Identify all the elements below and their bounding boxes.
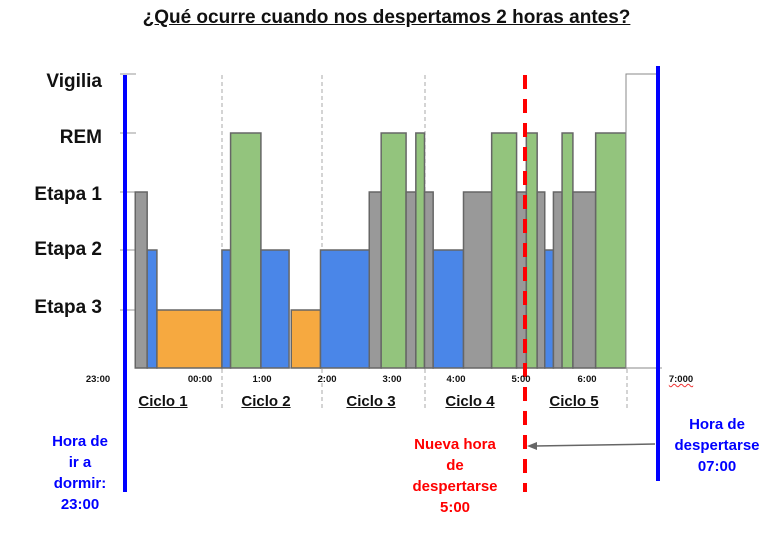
annotation-line: de (446, 457, 464, 474)
chart-title: ¿Qué ocurre cuando nos despertamos 2 hor… (142, 7, 631, 28)
segment-etapa-2 (319, 249, 370, 369)
arrow-line (534, 443, 656, 447)
stage-label-etapa1: Etapa 1 (34, 184, 102, 205)
segment-etapa-1 (423, 191, 434, 369)
annotation-line: Nueva hora (414, 436, 496, 453)
cycle-label: Ciclo 2 (241, 393, 291, 410)
annotation-line: despertarse (674, 437, 760, 454)
segment-etapa-2 (260, 249, 290, 369)
segment-rem (594, 132, 627, 369)
arrow-head-icon (527, 442, 537, 450)
stage-label-etapa2: Etapa 2 (34, 239, 102, 260)
cycle-label: Ciclo 1 (138, 393, 188, 410)
annotation-line: 23:00 (60, 496, 100, 513)
segment-rem (380, 132, 407, 369)
x-tick-label: 1:00 (252, 374, 272, 385)
wake-annotation: Hora de despertarse 07:00 (667, 414, 767, 477)
segment-etapa-2 (146, 249, 158, 369)
x-tick-label: 2:00 (317, 374, 337, 385)
x-tick-label: 7:000 (668, 374, 694, 385)
segment-etapa-1 (536, 191, 546, 369)
annotation-line: 5:00 (439, 499, 471, 516)
segment-etapa-1 (405, 191, 417, 369)
stage-label-etapa3: Etapa 3 (34, 297, 102, 318)
annotation-line: despertarse (412, 478, 498, 495)
stage-label-vigilia: Vigilia (46, 71, 102, 92)
x-tick-label: 6:00 (577, 374, 597, 385)
bedtime-annotation: Hora de ir a dormir: 23:00 (35, 431, 125, 515)
segment-etapa-2 (221, 249, 232, 369)
segment-etapa-2 (544, 249, 555, 369)
segment-rem (490, 132, 518, 369)
stage-label-rem: REM (59, 127, 102, 148)
segment-rem (525, 132, 538, 369)
annotation-line: 07:00 (697, 458, 737, 475)
segment-rem (561, 132, 574, 369)
cycle-label: Ciclo 5 (549, 393, 599, 410)
annotation-line: dormir: (53, 475, 107, 492)
annotation-line: ir a (68, 454, 92, 471)
cycle-label: Ciclo 3 (346, 393, 396, 410)
segment-vigilia (625, 73, 658, 369)
segment-etapa-1 (552, 191, 563, 369)
annotation-line: Hora de (689, 416, 745, 433)
segment-etapa-1 (368, 191, 382, 369)
segment-rem (415, 132, 426, 369)
segment-etapa-3 (290, 309, 322, 369)
x-tick-label: 3:00 (382, 374, 402, 385)
segment-etapa-1 (572, 191, 597, 369)
new-wake-annotation: Nueva hora de despertarse 5:00 (405, 434, 505, 518)
annotation-line: Hora de (52, 433, 108, 450)
x-tick-label: 23:00 (85, 374, 111, 385)
segment-etapa-1 (134, 191, 148, 369)
x-tick-label: 5:00 (511, 374, 531, 385)
segment-etapa-1 (462, 191, 493, 369)
x-tick-label: 4:00 (446, 374, 466, 385)
segment-etapa-3 (156, 309, 223, 369)
segment-rem (229, 132, 262, 369)
x-tick-label: 00:00 (187, 374, 213, 385)
segment-etapa-2 (432, 249, 465, 369)
cycle-label: Ciclo 4 (445, 393, 495, 410)
